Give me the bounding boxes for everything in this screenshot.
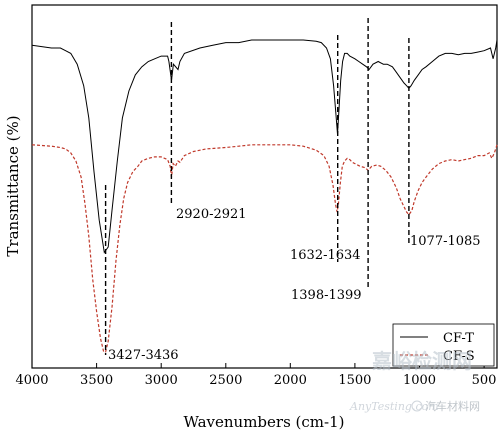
x-tick-label-4000: 4000 [15, 373, 48, 388]
x-tick-label-2500: 2500 [209, 373, 242, 388]
x-tick-label-3000: 3000 [145, 373, 178, 388]
series-line-cf-t [31, 39, 498, 254]
watermark-cn-text: 嘉峪检测网 [371, 349, 472, 373]
legend: CF-T CF-S [392, 323, 495, 367]
y-axis-label: Transmittance (%) [4, 115, 22, 256]
x-tick-label-3500: 3500 [80, 373, 113, 388]
series-layer [31, 39, 498, 353]
legend-label-cf-t: CF-T [443, 331, 474, 346]
watermark: 嘉峪检测网 AnyTesting.com 汽车材料网 [349, 349, 480, 413]
x-tick-label-1000: 1000 [403, 373, 436, 388]
annotation-label-2920-2921: 2920-2921 [176, 207, 247, 222]
x-tick-label-1500: 1500 [338, 373, 371, 388]
annotation-label-1632-1634: 1632-1634 [290, 248, 361, 263]
annotation-label-1077-1085: 1077-1085 [410, 234, 481, 249]
legend-label-cf-s: CF-S [443, 349, 475, 364]
watermark-logo-icon [411, 400, 423, 412]
plot-frame [31, 4, 498, 369]
annotation-label-3427-3436: 3427-3436 [108, 348, 179, 363]
x-axis-ticks: 4000 3500 3000 2500 2000 1500 1000 500 [15, 363, 496, 388]
x-axis-label: Wavenumbers (cm-1) [183, 413, 344, 431]
x-tick-label-500: 500 [472, 373, 497, 388]
watermark-source-label: 汽车材料网 [425, 399, 480, 413]
watermark-url-text: AnyTesting.com [349, 400, 439, 413]
annotation-label-1398-1399: 1398-1399 [291, 288, 362, 303]
annotation-layer: 2920-2921 3427-3436 1632-1634 1398-1399 1077… [104, 18, 481, 363]
x-tick-label-2000: 2000 [274, 373, 307, 388]
legend-box [392, 323, 495, 367]
